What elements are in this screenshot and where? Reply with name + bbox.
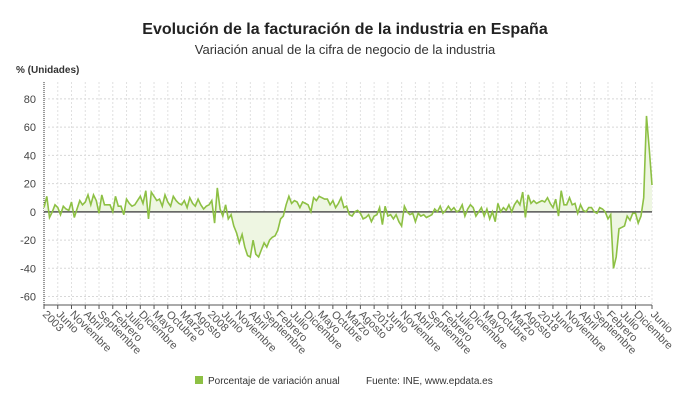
x-axis: 2003JunioNoviembreAbrilSeptiembreFebrero… [40,304,675,357]
y-tick-label: 40 [24,150,36,162]
chart-title: Evolución de la facturación de la indust… [142,21,548,38]
y-tick-label: -20 [20,235,36,247]
y-tick-label: 0 [30,207,36,219]
y-tick-label: -60 [20,292,36,304]
y-axis-label: % (Unidades) [16,65,79,76]
y-tick-label: 20 [24,179,36,191]
legend-swatch [195,376,203,384]
grid [43,82,653,305]
series-line [43,115,653,269]
source-text: Fuente: INE, www.epdata.es [366,376,493,387]
legend-label: Porcentaje de variación anual [208,376,340,387]
y-tick-label: -40 [20,263,36,275]
y-axis: -60 -40 -20 0 20 40 60 80 [20,82,45,305]
y-tick-label: 60 [24,122,36,134]
chart-subtitle: Variación anual de la cifra de negocio d… [195,42,496,57]
y-tick-label: 80 [24,94,36,106]
legend: Porcentaje de variación anual Fuente: IN… [195,376,493,387]
